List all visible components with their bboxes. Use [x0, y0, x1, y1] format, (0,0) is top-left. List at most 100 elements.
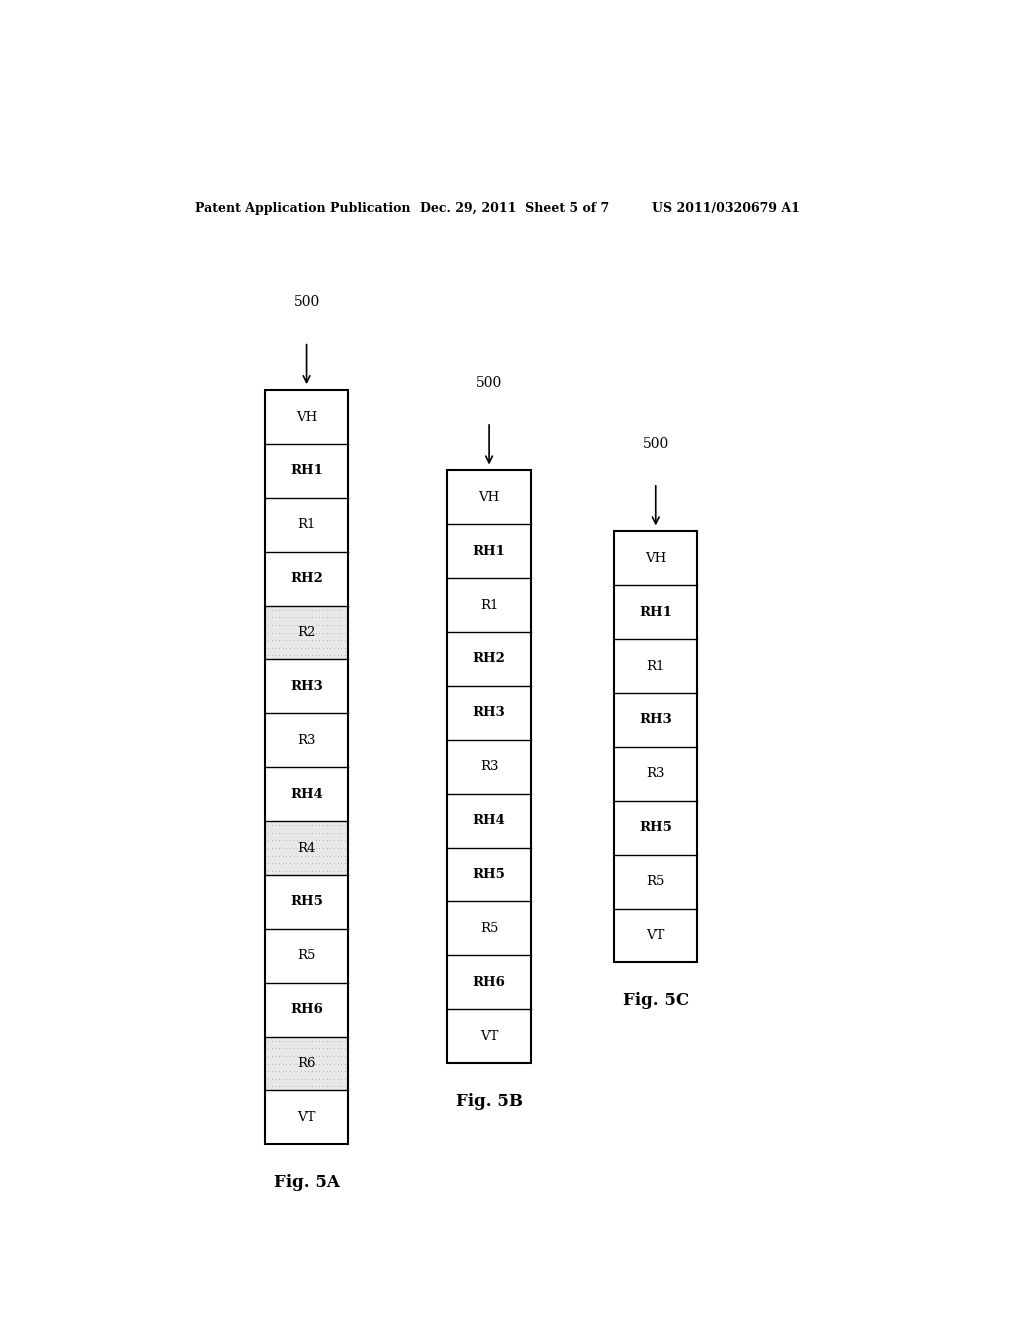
Point: [263, 1045, 280, 1067]
Point: [279, 645, 295, 667]
Point: [323, 645, 339, 667]
Point: [293, 630, 309, 651]
Point: [300, 1030, 316, 1051]
Text: 500: 500: [643, 437, 669, 450]
Point: [260, 814, 276, 836]
Point: [300, 630, 316, 651]
Point: [263, 1038, 280, 1059]
Point: [326, 645, 342, 667]
Point: [289, 614, 305, 635]
Point: [314, 837, 331, 858]
Point: [318, 845, 335, 866]
Point: [274, 1045, 291, 1067]
Point: [274, 599, 291, 620]
Point: [326, 614, 342, 635]
Text: Fig. 5B: Fig. 5B: [456, 1093, 522, 1110]
Point: [293, 822, 309, 843]
Point: [333, 622, 349, 643]
Point: [282, 822, 298, 843]
Point: [300, 638, 316, 659]
Point: [297, 822, 313, 843]
Text: RH5: RH5: [639, 821, 672, 834]
Point: [330, 645, 346, 667]
Point: [260, 837, 276, 858]
Point: [326, 630, 342, 651]
Point: [274, 1068, 291, 1089]
Point: [260, 1045, 276, 1067]
Point: [274, 853, 291, 874]
Point: [267, 622, 284, 643]
Point: [330, 607, 346, 628]
Point: [337, 622, 353, 643]
Point: [267, 822, 284, 843]
Bar: [447, 686, 530, 739]
Point: [279, 599, 295, 620]
Point: [289, 599, 305, 620]
Point: [323, 622, 339, 643]
Point: [271, 599, 288, 620]
Point: [330, 1030, 346, 1051]
Point: [282, 645, 298, 667]
Point: [318, 599, 335, 620]
Point: [300, 1068, 316, 1089]
Point: [311, 645, 328, 667]
Bar: [447, 470, 530, 1063]
Text: R3: R3: [297, 734, 315, 747]
Point: [297, 853, 313, 874]
Point: [271, 845, 288, 866]
Point: [267, 614, 284, 635]
Point: [271, 837, 288, 858]
Point: [271, 614, 288, 635]
Bar: [265, 391, 348, 444]
Point: [260, 830, 276, 851]
Point: [323, 614, 339, 635]
Point: [300, 830, 316, 851]
Point: [314, 630, 331, 651]
Point: [333, 630, 349, 651]
Point: [274, 638, 291, 659]
Point: [333, 645, 349, 667]
Point: [307, 814, 324, 836]
Bar: [265, 552, 348, 606]
Point: [314, 1068, 331, 1089]
Point: [267, 814, 284, 836]
Point: [267, 630, 284, 651]
Text: R5: R5: [480, 921, 499, 935]
Text: R2: R2: [297, 626, 315, 639]
Bar: [265, 713, 348, 767]
Bar: [265, 444, 348, 498]
Point: [337, 830, 353, 851]
Point: [263, 861, 280, 882]
Text: R3: R3: [646, 767, 665, 780]
Point: [286, 861, 302, 882]
Point: [318, 814, 335, 836]
Point: [263, 622, 280, 643]
Point: [323, 822, 339, 843]
Text: RH4: RH4: [473, 814, 506, 828]
Bar: [265, 982, 348, 1036]
Point: [271, 853, 288, 874]
Point: [337, 614, 353, 635]
Point: [289, 638, 305, 659]
Point: [307, 861, 324, 882]
Point: [311, 599, 328, 620]
Point: [326, 861, 342, 882]
Text: RH2: RH2: [473, 652, 506, 665]
Point: [326, 853, 342, 874]
Point: [279, 1045, 295, 1067]
Point: [293, 837, 309, 858]
Point: [318, 861, 335, 882]
Bar: [265, 875, 348, 929]
Point: [314, 1076, 331, 1097]
Text: RH1: RH1: [290, 465, 323, 478]
Point: [271, 1076, 288, 1097]
Point: [293, 1030, 309, 1051]
Point: [330, 837, 346, 858]
Point: [282, 630, 298, 651]
Point: [289, 861, 305, 882]
Text: RH6: RH6: [290, 1003, 323, 1016]
Text: R5: R5: [297, 949, 315, 962]
Point: [293, 1060, 309, 1081]
Point: [318, 1076, 335, 1097]
Bar: [265, 606, 348, 660]
